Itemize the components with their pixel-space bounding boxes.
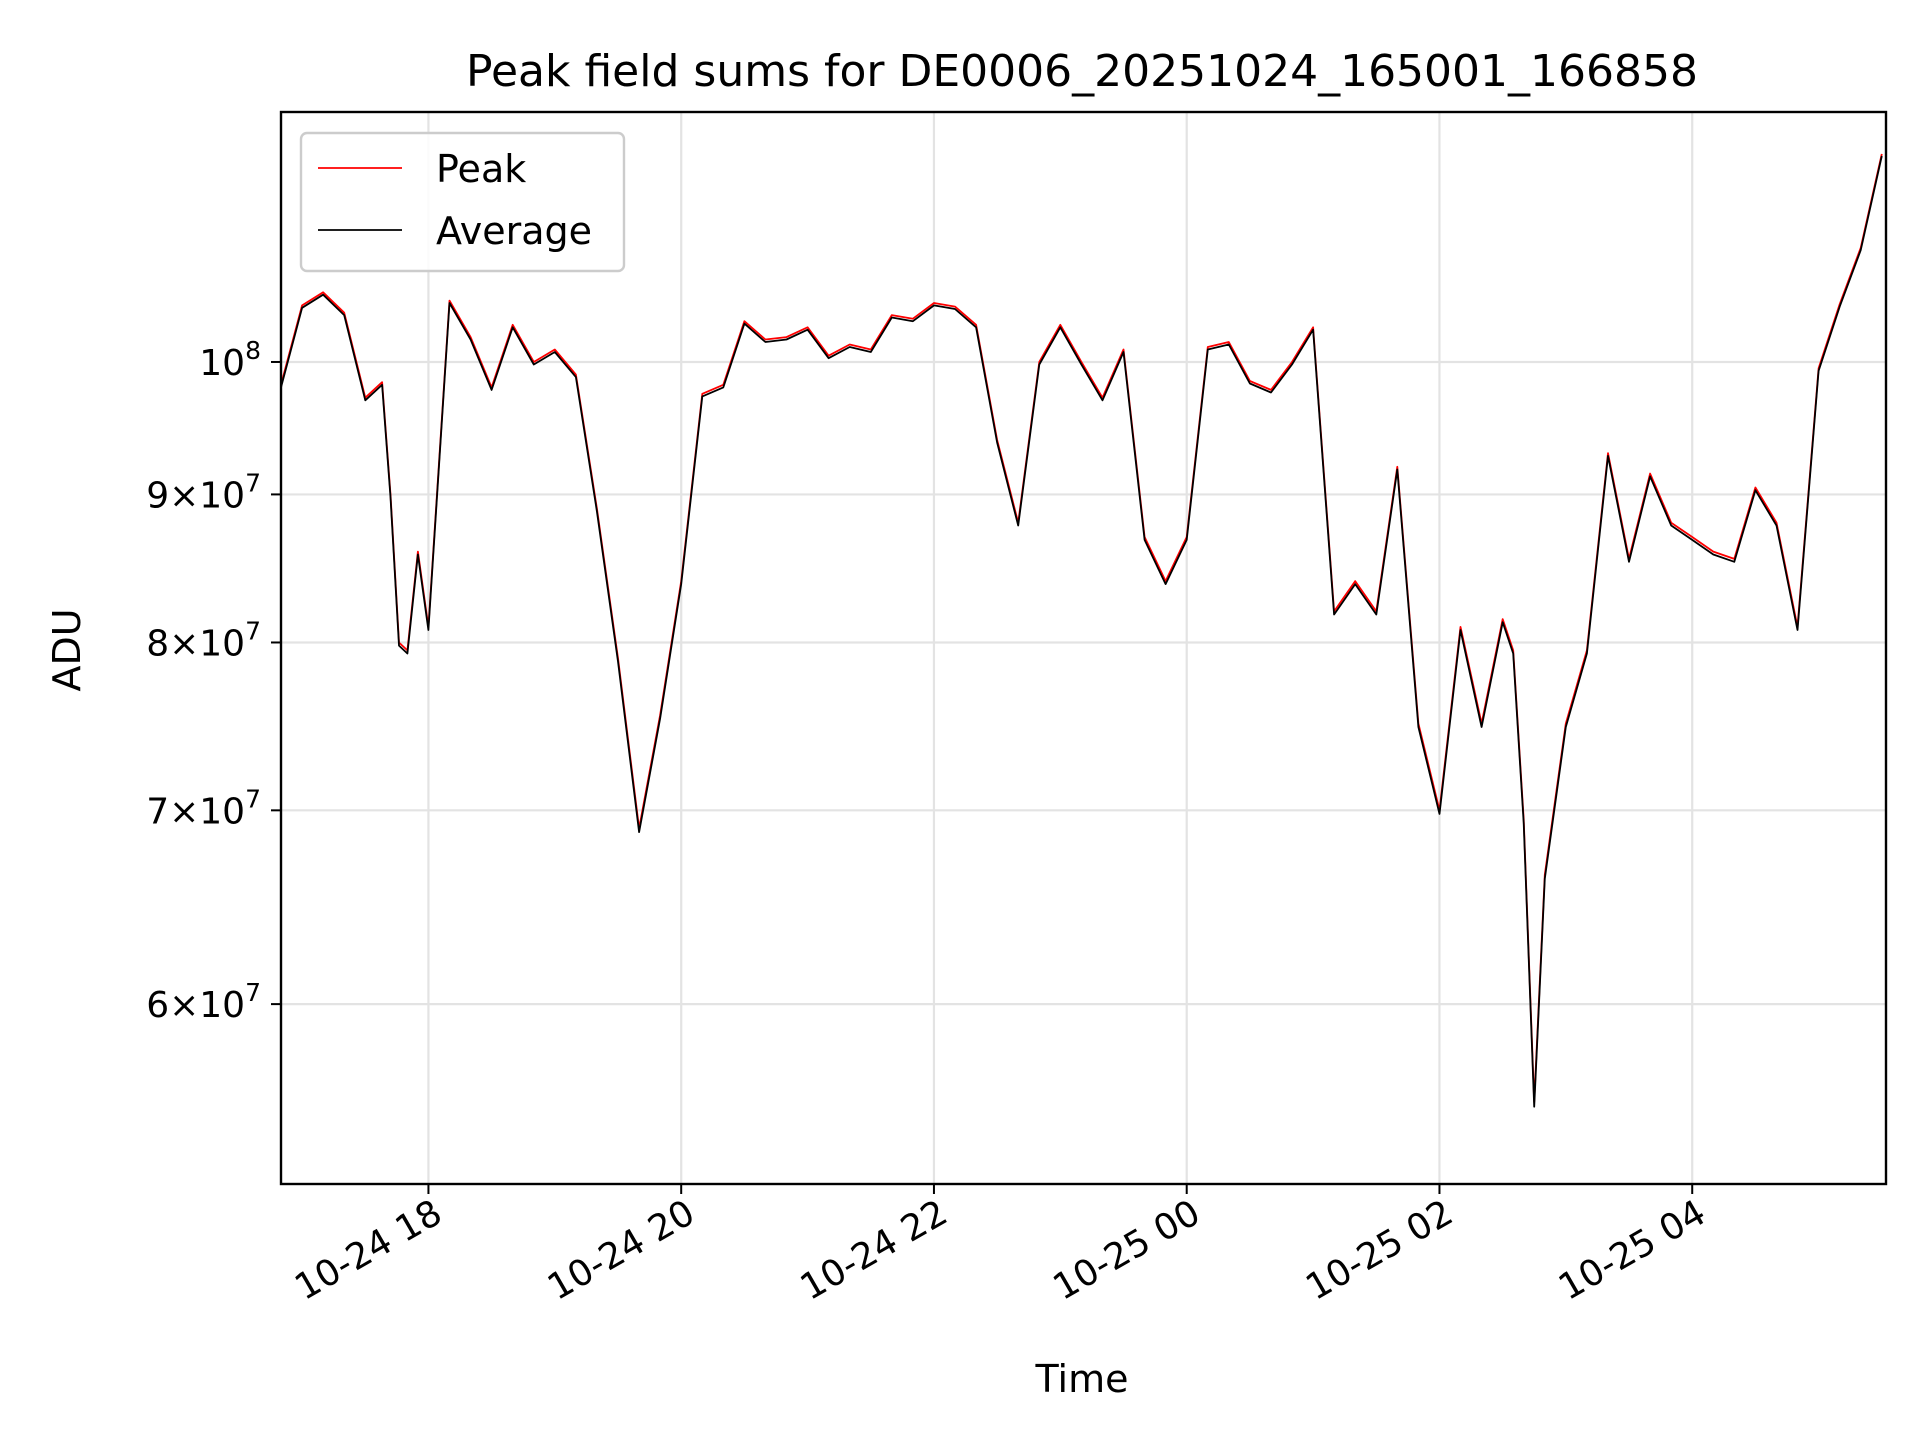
y-axis-label: ADU bbox=[45, 608, 89, 691]
legend-label-peak: Peak bbox=[436, 147, 526, 191]
y-tick-label-1: 7×107 bbox=[146, 784, 261, 832]
chart-title: Peak field sums for DE0006_20251024_1650… bbox=[466, 46, 1698, 97]
series-line-average bbox=[280, 155, 1883, 1108]
y-tick-label-4: 108 bbox=[199, 336, 261, 384]
series-layer bbox=[280, 153, 1883, 1108]
x-axis-label: Time bbox=[1035, 1357, 1129, 1401]
y-tick-label-2: 8×107 bbox=[146, 616, 261, 664]
legend: Peak Average bbox=[299, 131, 626, 273]
legend-label-average: Average bbox=[436, 209, 592, 253]
y-tick-label-3: 9×107 bbox=[146, 468, 261, 516]
plot-frame bbox=[279, 110, 1888, 1186]
grid-lines bbox=[281, 112, 1886, 1184]
y-tick-label-0: 6×107 bbox=[146, 978, 261, 1026]
